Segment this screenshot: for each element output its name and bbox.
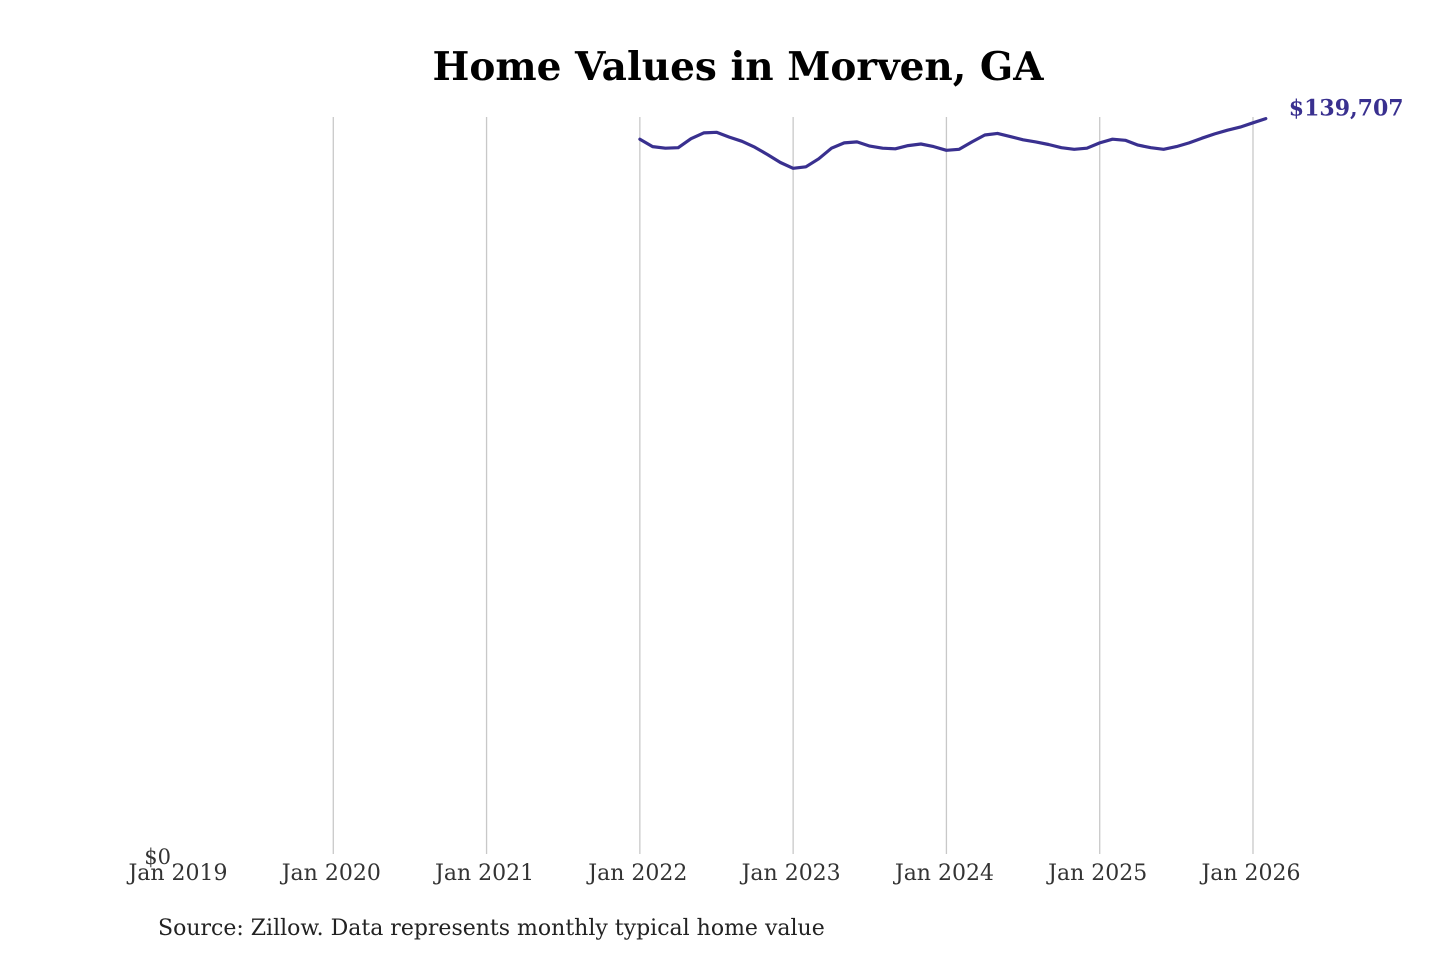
x-tick-label: Jan 2019 [126,861,227,886]
x-tick-label: Jan 2022 [586,861,687,886]
x-tick-label: Jan 2021 [433,861,534,886]
series-line-group [638,117,1268,170]
series-line [638,117,1268,170]
x-tick-label: Jan 2020 [280,861,381,886]
x-tick-label: Jan 2023 [740,861,841,886]
source-note: Source: Zillow. Data represents monthly … [158,916,825,941]
y-axis-tick-labels: $0 [144,845,171,869]
x-tick-label: Jan 2024 [893,861,994,886]
chart-title: Home Values in Morven, GA [432,44,1044,90]
end-value-label-group: $139,707 [1289,96,1404,122]
y-tick-label: $0 [144,845,171,869]
x-tick-label: Jan 2025 [1046,861,1147,886]
vertical-gridlines [332,117,1254,854]
x-axis-tick-labels: Jan 2019 Jan 2020 Jan 2021 Jan 2022 Jan 2023… [126,861,1300,886]
x-tick-label: Jan 2026 [1199,861,1300,886]
end-value-label: $139,707 [1289,96,1404,122]
